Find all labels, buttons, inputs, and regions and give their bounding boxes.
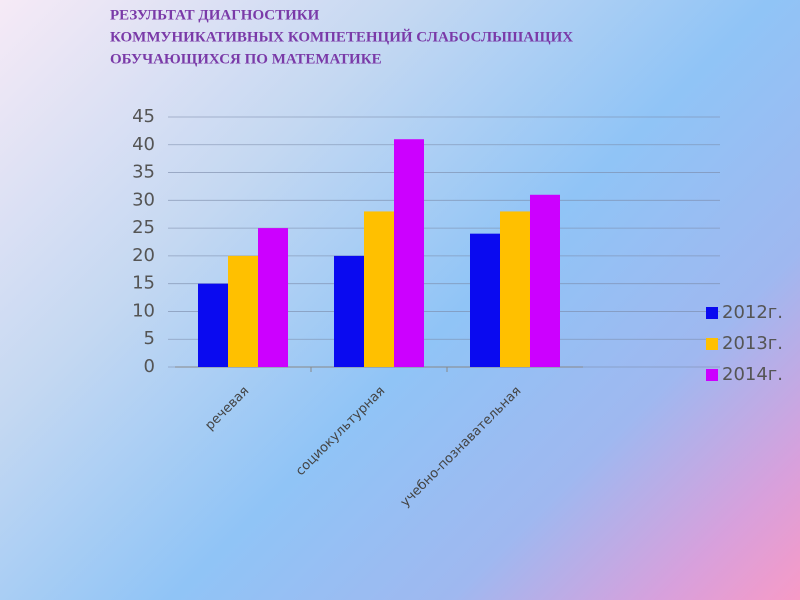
y-tick-label: 40 — [132, 134, 155, 155]
bar — [334, 255, 364, 367]
x-tick-label: учебно-познавательная — [398, 384, 524, 510]
bar — [198, 283, 228, 367]
legend-swatch — [706, 338, 718, 350]
y-tick-label: 10 — [132, 300, 155, 321]
chart-title: ОБУЧАЮЩИХСЯ ПО МАТЕМАТИКЕ — [110, 51, 382, 67]
y-tick-label: 35 — [132, 162, 155, 183]
y-tick-label: 20 — [132, 245, 155, 266]
bar — [364, 211, 394, 367]
x-tick-label: социокультурная — [293, 384, 388, 479]
bar — [470, 233, 500, 367]
y-tick-label: 30 — [132, 189, 155, 210]
y-tick-label: 15 — [132, 273, 155, 294]
legend-label: 2013г. — [722, 333, 783, 354]
chart-title: РЕЗУЛЬТАТ ДИАГНОСТИКИ — [110, 7, 320, 23]
chart-title: КОММУНИКАТИВНЫХ КОМПЕТЕНЦИЙ СЛАБОСЛЫШАЩИ… — [110, 28, 573, 45]
legend-swatch — [706, 307, 718, 319]
bar — [530, 194, 560, 367]
bar — [258, 228, 288, 367]
y-tick-label: 45 — [132, 106, 155, 127]
bar — [394, 139, 424, 367]
y-tick-label: 0 — [144, 356, 155, 377]
y-tick-label: 5 — [144, 328, 155, 349]
bar — [228, 255, 258, 367]
legend-swatch — [706, 369, 718, 381]
y-tick-label: 25 — [132, 217, 155, 238]
legend-label: 2012г. — [722, 302, 783, 323]
legend-label: 2014г. — [722, 364, 783, 385]
bar — [500, 211, 530, 367]
x-tick-label: речевая — [203, 384, 253, 434]
